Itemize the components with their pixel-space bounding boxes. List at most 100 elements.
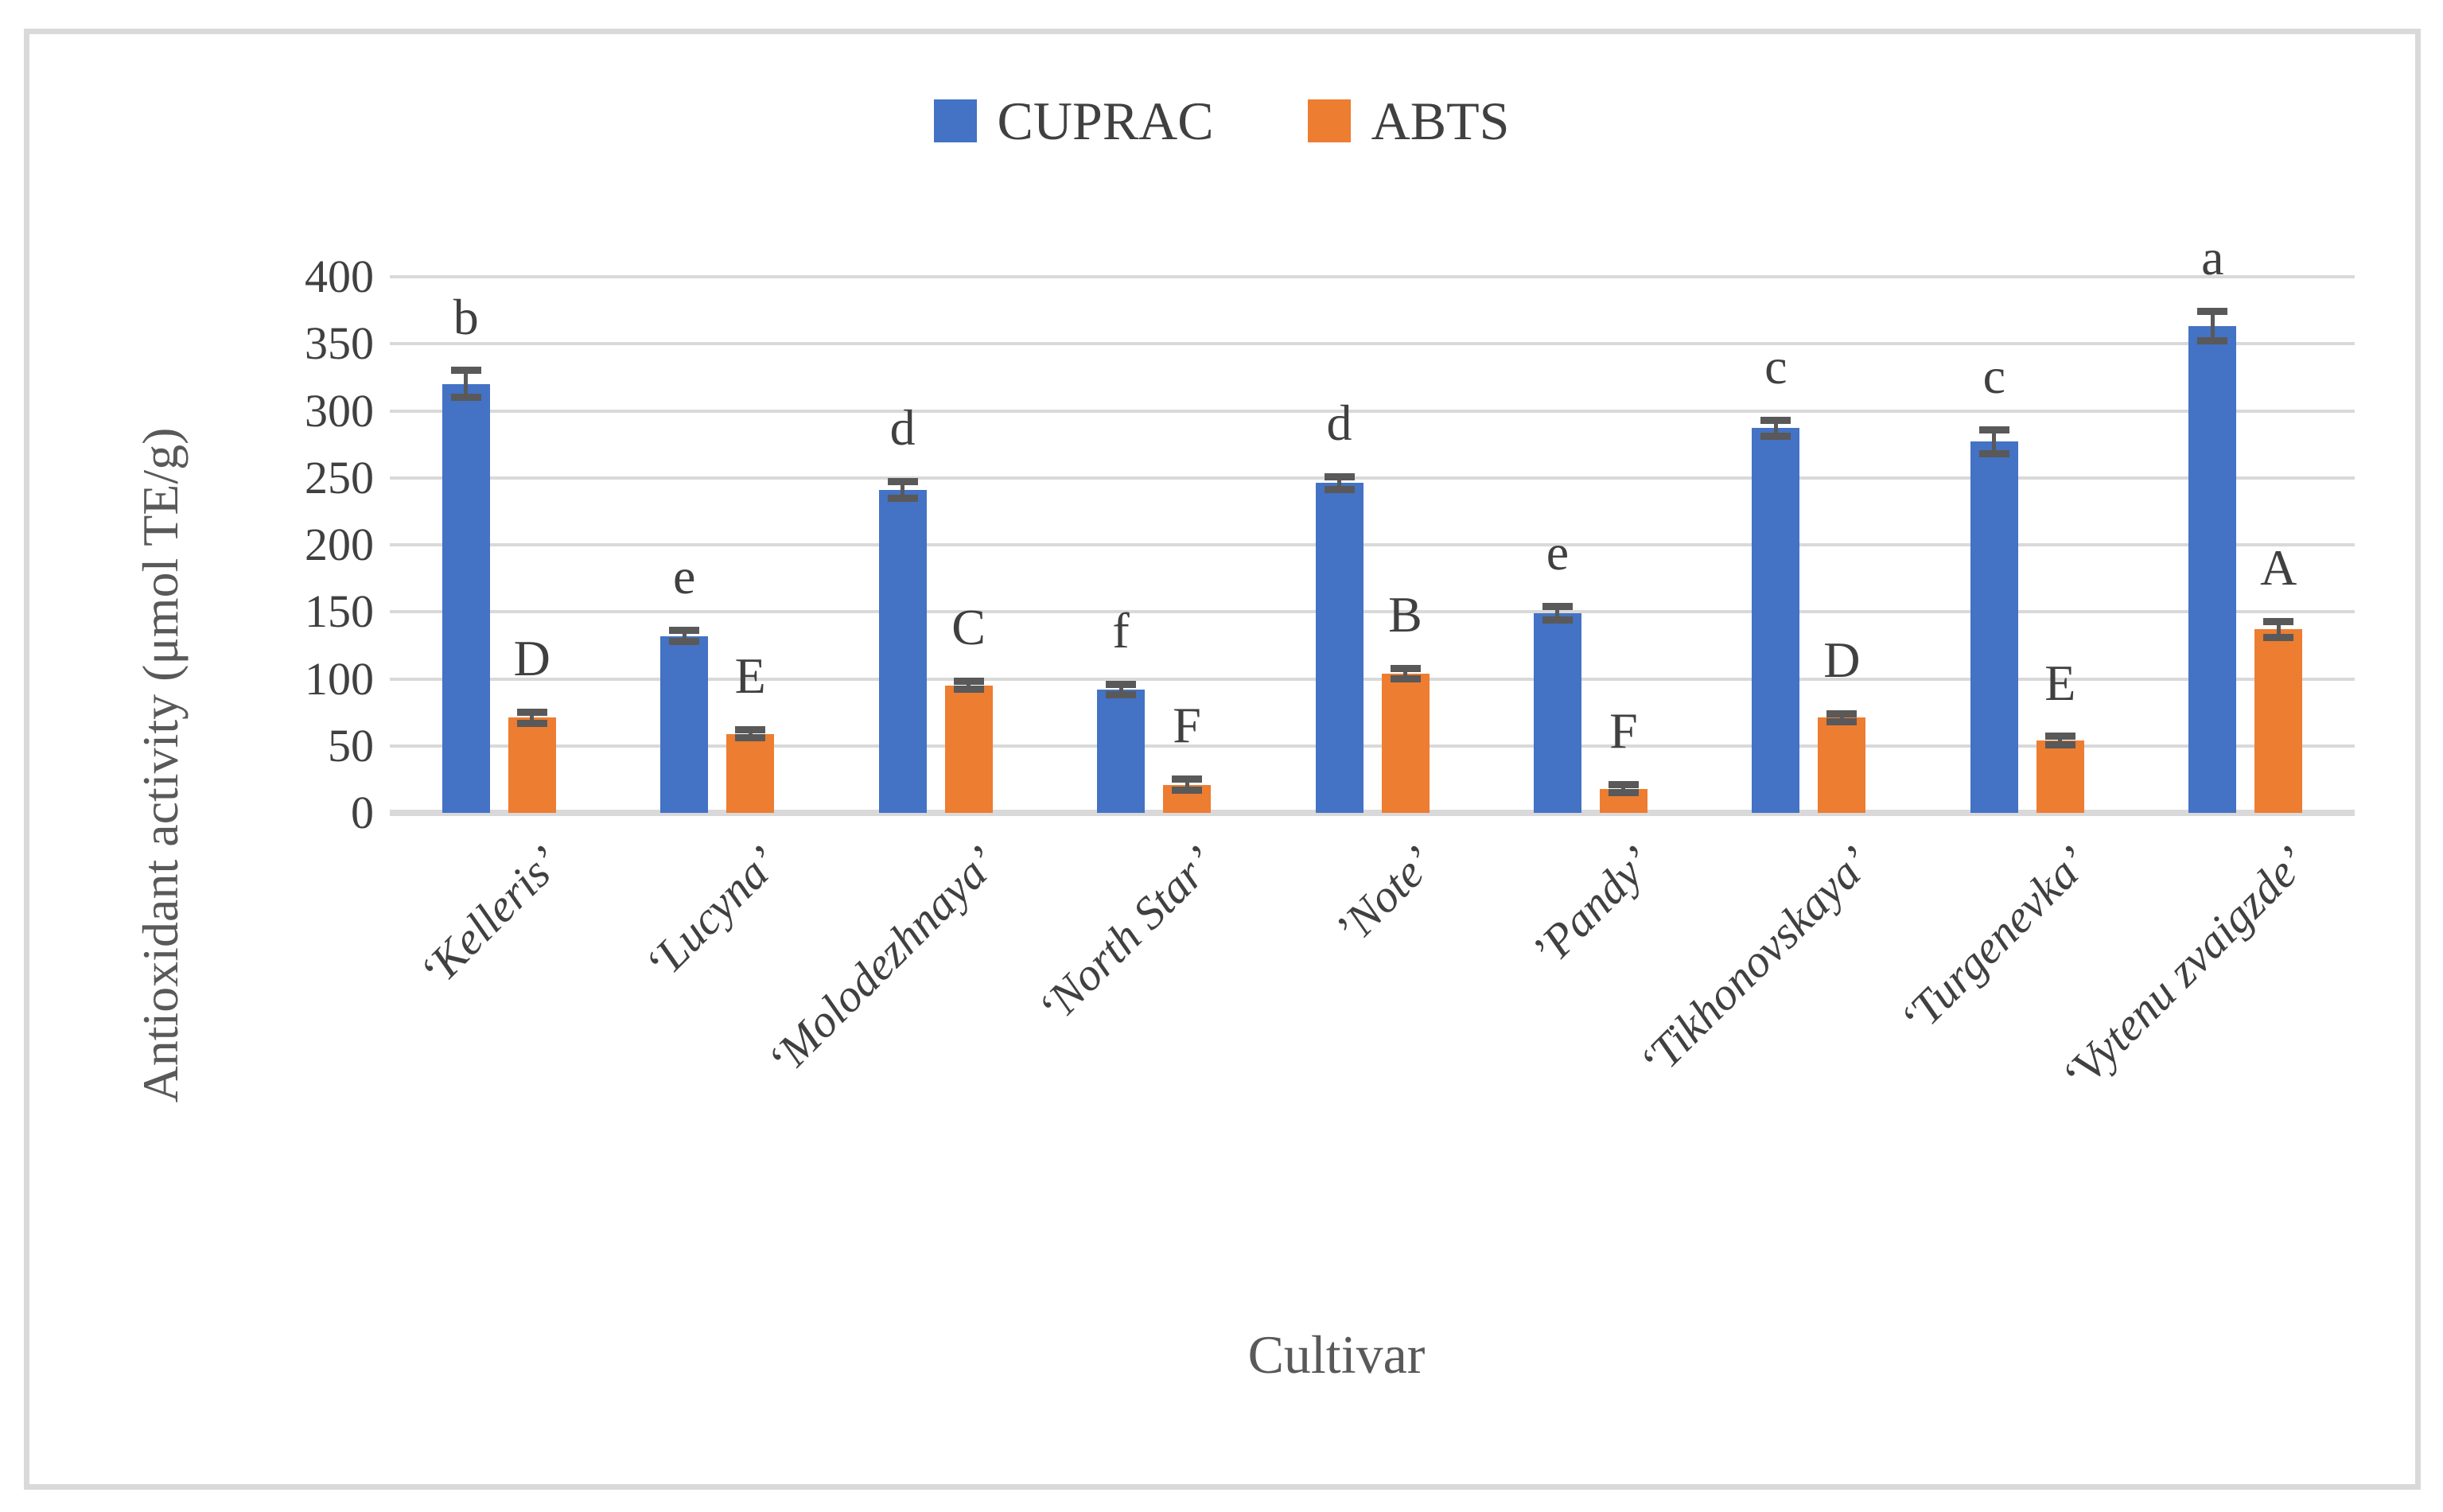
- bar-abts: [2036, 740, 2084, 813]
- significance-letter: d: [889, 399, 916, 457]
- error-bar-whisker: [901, 481, 905, 499]
- error-bar-whisker: [1185, 779, 1189, 791]
- gridline: [390, 610, 2355, 614]
- error-bar-whisker: [1992, 430, 1997, 454]
- error-bar-cap-bottom: [2263, 633, 2294, 641]
- error-bar-cap-top: [1106, 680, 1137, 688]
- significance-letter: e: [1546, 524, 1570, 581]
- x-category-label: ’Pandy’: [1520, 836, 1663, 978]
- gridline: [390, 409, 2355, 413]
- error-bar-cap-top: [1390, 664, 1421, 672]
- significance-letter: f: [1112, 601, 1130, 659]
- error-bar-cap-top: [1978, 426, 2009, 433]
- error-bar-cap-bottom: [1542, 616, 1573, 624]
- bar-cuprac: [878, 489, 927, 813]
- error-bar-cap-bottom: [1106, 691, 1137, 699]
- significance-letter: D: [513, 630, 550, 687]
- error-bar-whisker: [967, 681, 971, 690]
- error-bar-cap-bottom: [2044, 740, 2075, 748]
- error-bar-cap-bottom: [1608, 789, 1639, 797]
- error-bar-cap-top: [669, 627, 700, 635]
- bar-cuprac: [1970, 441, 2018, 813]
- significance-letter: F: [1173, 697, 1201, 754]
- error-bar-cap-bottom: [1324, 486, 1355, 494]
- significance-letter: C: [951, 599, 986, 656]
- y-tick-label: 50: [328, 719, 374, 772]
- gridline: [390, 543, 2355, 546]
- significance-letter: a: [2201, 229, 2224, 286]
- bar-abts: [508, 717, 556, 813]
- legend-item-cuprac: CUPRAC: [933, 94, 1214, 148]
- significance-letter: b: [453, 288, 479, 345]
- legend-swatch-cuprac: [933, 99, 977, 142]
- y-tick-label: 250: [305, 451, 374, 503]
- error-bar-cap-bottom: [887, 494, 918, 502]
- error-bar-cap-bottom: [1826, 717, 1858, 725]
- bar-cuprac: [442, 383, 490, 813]
- error-bar-cap-top: [735, 726, 766, 734]
- y-tick-label: 150: [305, 585, 374, 638]
- legend-label-abts: ABTS: [1371, 91, 1510, 151]
- legend-swatch-abts: [1307, 99, 1351, 142]
- significance-letter: B: [1388, 585, 1422, 643]
- error-bar-cap-bottom: [516, 719, 547, 727]
- error-bar-whisker: [2276, 621, 2281, 638]
- error-bar-whisker: [748, 729, 753, 738]
- bar-cuprac: [1097, 689, 1146, 813]
- x-axis-line: [390, 810, 2355, 816]
- bar-abts: [1381, 673, 1430, 813]
- x-category-label: ‘Molodezhnaya’: [757, 836, 1008, 1087]
- significance-letter: d: [1326, 394, 1352, 451]
- error-bar-cap-bottom: [1978, 449, 2009, 457]
- bar-cuprac: [1533, 612, 1581, 813]
- error-bar-cap-bottom: [2197, 337, 2228, 345]
- error-bar-cap-top: [887, 478, 918, 486]
- error-bar-whisker: [1773, 420, 1778, 437]
- bar-cuprac: [660, 636, 709, 813]
- bar-cuprac: [2188, 326, 2237, 813]
- x-category-label: ‘Tikhonovskaya’: [1628, 836, 1881, 1089]
- error-bar-whisker: [2210, 311, 2215, 341]
- significance-letter: F: [1609, 702, 1638, 760]
- y-tick-label: 400: [305, 251, 374, 302]
- error-bar-whisker: [2058, 736, 2063, 745]
- bar-cuprac: [1315, 483, 1363, 813]
- error-bar-cap-top: [1760, 416, 1791, 424]
- x-category-label: ‘North Star’: [1027, 836, 1226, 1035]
- error-bar-whisker: [1118, 684, 1123, 695]
- chart-legend: CUPRAC ABTS: [0, 94, 2443, 148]
- legend-item-abts: ABTS: [1307, 91, 1510, 151]
- error-bar-cap-top: [1324, 472, 1355, 480]
- error-bar-cap-top: [1826, 709, 1858, 717]
- error-bar-whisker: [1621, 784, 1626, 793]
- bar-abts: [944, 685, 993, 813]
- significance-letter: E: [734, 647, 766, 705]
- significance-letter: c: [1764, 337, 1788, 395]
- significance-letter: D: [1823, 631, 1861, 688]
- error-bar-cap-top: [953, 678, 984, 686]
- y-tick-label: 100: [305, 652, 374, 705]
- error-bar-cap-top: [516, 709, 547, 717]
- y-tick-label: 350: [305, 317, 374, 370]
- error-bar-cap-bottom: [1390, 675, 1421, 682]
- x-category-label: ‘Kelleris’: [409, 836, 571, 998]
- x-category-label: ‘Lucyna’: [634, 836, 789, 991]
- bar-abts: [726, 733, 775, 813]
- error-bar-cap-bottom: [735, 734, 766, 742]
- y-tick-label: 300: [305, 384, 374, 437]
- error-bar-cap-top: [2044, 733, 2075, 740]
- x-axis-title: Cultivar: [1247, 1324, 1426, 1385]
- significance-letter: E: [2044, 654, 2076, 711]
- error-bar-whisker: [1337, 476, 1341, 490]
- significance-letter: e: [672, 548, 696, 605]
- error-bar-cap-top: [1542, 603, 1573, 610]
- error-bar-whisker: [1839, 713, 1844, 722]
- error-bar-cap-bottom: [953, 686, 984, 694]
- y-tick-label: 200: [305, 519, 374, 570]
- x-category-label: ‘Turgenevka’: [1889, 836, 2099, 1046]
- figure-border: [24, 29, 2421, 1490]
- error-bar-cap-bottom: [669, 637, 700, 645]
- error-bar-cap-top: [1608, 781, 1639, 789]
